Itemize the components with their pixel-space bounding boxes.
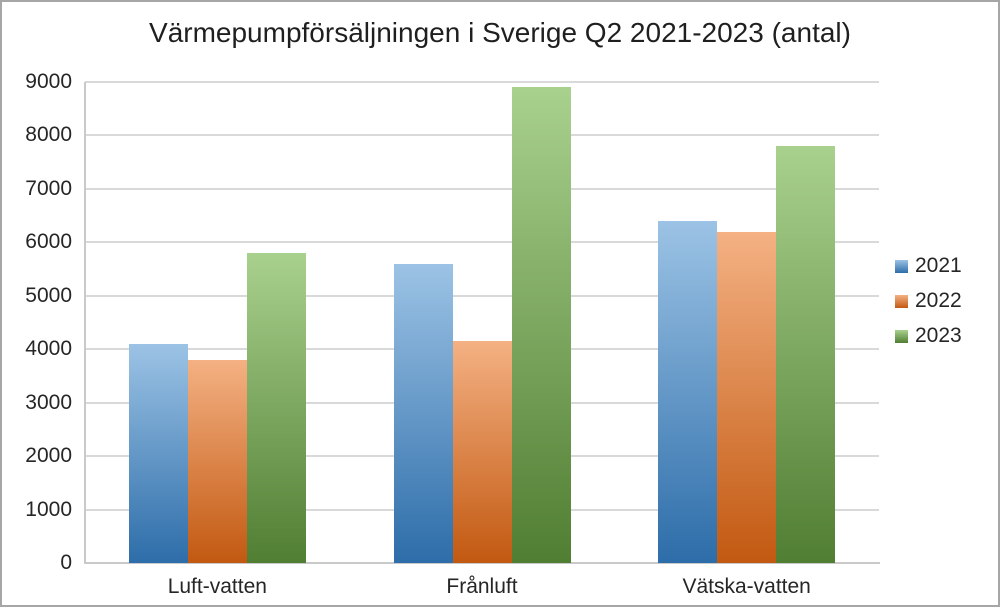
legend-swatch-2021: [895, 259, 908, 273]
gridline: [85, 241, 879, 244]
y-axis-label: 4000: [25, 337, 72, 361]
legend-label: 2021: [915, 254, 962, 277]
legend-item-2022: 2022: [895, 288, 962, 314]
bar-2021-luft-vatten: [128, 343, 188, 563]
y-axis-label: 0: [60, 551, 72, 574]
bar-2023-vätska-vatten: [776, 146, 836, 563]
y-axis-label: 3000: [25, 390, 72, 414]
gridline: [85, 187, 879, 190]
bar-2022-luft-vatten: [187, 359, 247, 563]
y-axis-label: 9000: [25, 70, 72, 93]
bar-2023-luft-vatten: [246, 253, 306, 563]
legend-swatch-2022: [895, 294, 908, 308]
y-axis-label: 2000: [25, 444, 72, 468]
bar-2022-vätska-vatten: [717, 231, 777, 563]
legend-swatch-2023: [895, 329, 908, 343]
legend-item-2021: 2021: [895, 253, 962, 279]
bar-2022-frånluft: [452, 341, 512, 563]
legend: 2021 2022 2023: [895, 253, 962, 349]
bar-2021-vätska-vatten: [658, 220, 718, 563]
x-axis-line: [84, 562, 880, 564]
legend-label: 2023: [915, 324, 962, 347]
x-axis-label-luft-vatten: Luft-vatten: [167, 575, 267, 598]
x-axis-label-vätska-vatten: Vätska-vatten: [682, 575, 811, 598]
gridline: [85, 134, 879, 137]
chart-title: Värmepumpförsäljningen i Sverige Q2 2021…: [149, 17, 851, 48]
bar-2021-frånluft: [393, 263, 453, 563]
y-axis-label: 1000: [25, 497, 72, 521]
y-axis-label: 5000: [25, 283, 72, 307]
bar-2023-frånluft: [511, 87, 571, 563]
y-axis-line: [84, 82, 86, 563]
gridline: [85, 81, 879, 83]
gridline: [85, 294, 879, 297]
y-axis-label: 6000: [25, 230, 72, 254]
x-axis-label-frånluft: Frånluft: [446, 575, 518, 598]
legend-item-2023: 2023: [895, 323, 962, 349]
legend-label: 2022: [915, 289, 962, 312]
y-axis-label: 7000: [25, 176, 72, 200]
y-axis-label: 8000: [25, 123, 72, 147]
